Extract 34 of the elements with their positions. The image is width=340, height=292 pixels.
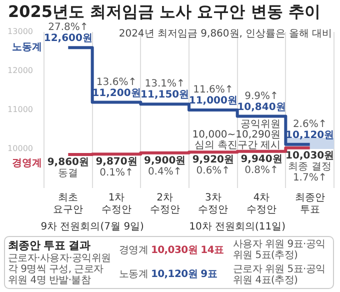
text: 노동계 — [12, 42, 42, 54]
band-label: 공익위원 10,000~10,290원 심의 촉진구간 제시 — [192, 118, 281, 151]
text: 사용자 위원 9표·공익위원 5표(추정) — [232, 239, 326, 262]
data-label: 9,870원 0.1%↑ — [96, 156, 138, 179]
data-label: 9,900원 0.4%↑ — [144, 155, 186, 178]
x-tick-label: 2차 수정안 — [150, 192, 180, 216]
text: 최종안 투표 결과 — [8, 239, 92, 253]
x-tick-label: 3차 수정안 — [198, 192, 228, 216]
chart-title: 2025년도 최저임금 노사 요구안 변동 추이 — [8, 2, 320, 22]
data-label: 9.9%↑ 10,840원 — [237, 90, 286, 113]
data-label: 9,940원 0.8%↑ — [240, 154, 282, 176]
text: 경영계 10,030원 14표 — [119, 244, 224, 256]
text: 근로자·사용자·공익위원 각 9명씩 구성, 근로자 위원 4명 반발·불참 — [8, 253, 112, 286]
x-tick-label: 1차 수정안 — [102, 192, 132, 216]
data-label: 13.1%↑ 11,150원 — [140, 78, 190, 101]
data-label: 9,920원 0.6%↑ — [192, 154, 234, 177]
data-label: 11.6%↑ 11,000원 — [188, 84, 238, 107]
y-tick-label: 12000 — [8, 66, 33, 76]
text: 근로자 위원 5표·공익위원 4표(추정) — [232, 264, 326, 286]
data-label: 2.6%↑ 10,120원 — [286, 118, 334, 141]
text: 10차 전원회의(11일) — [189, 222, 286, 233]
data-label: 27.8%↑ 12,600원 — [44, 22, 92, 44]
text: 9차 전원회의(7월 9일) — [40, 222, 144, 233]
x-tick-label: 최종안 투표 — [294, 192, 325, 216]
y-tick-label: 10000 — [8, 144, 33, 154]
y-tick-label: 11000 — [8, 105, 33, 114]
chart-subtitle: 2024년 최저임금 9,860원, 인상률은 올해 대비 — [118, 28, 332, 40]
data-label: 10,030원 최종 결정 1.7%↑ — [286, 150, 334, 184]
text: 노동계 10,120원 9표 — [119, 269, 218, 280]
x-tick-label: 4차 수정안 — [246, 192, 276, 216]
text: 경영계 — [12, 158, 42, 170]
data-label: 9,860원 동결 — [47, 157, 89, 180]
x-tick-label: 최초 요구안 — [53, 192, 84, 216]
y-tick-label: 13000 — [8, 27, 33, 36]
